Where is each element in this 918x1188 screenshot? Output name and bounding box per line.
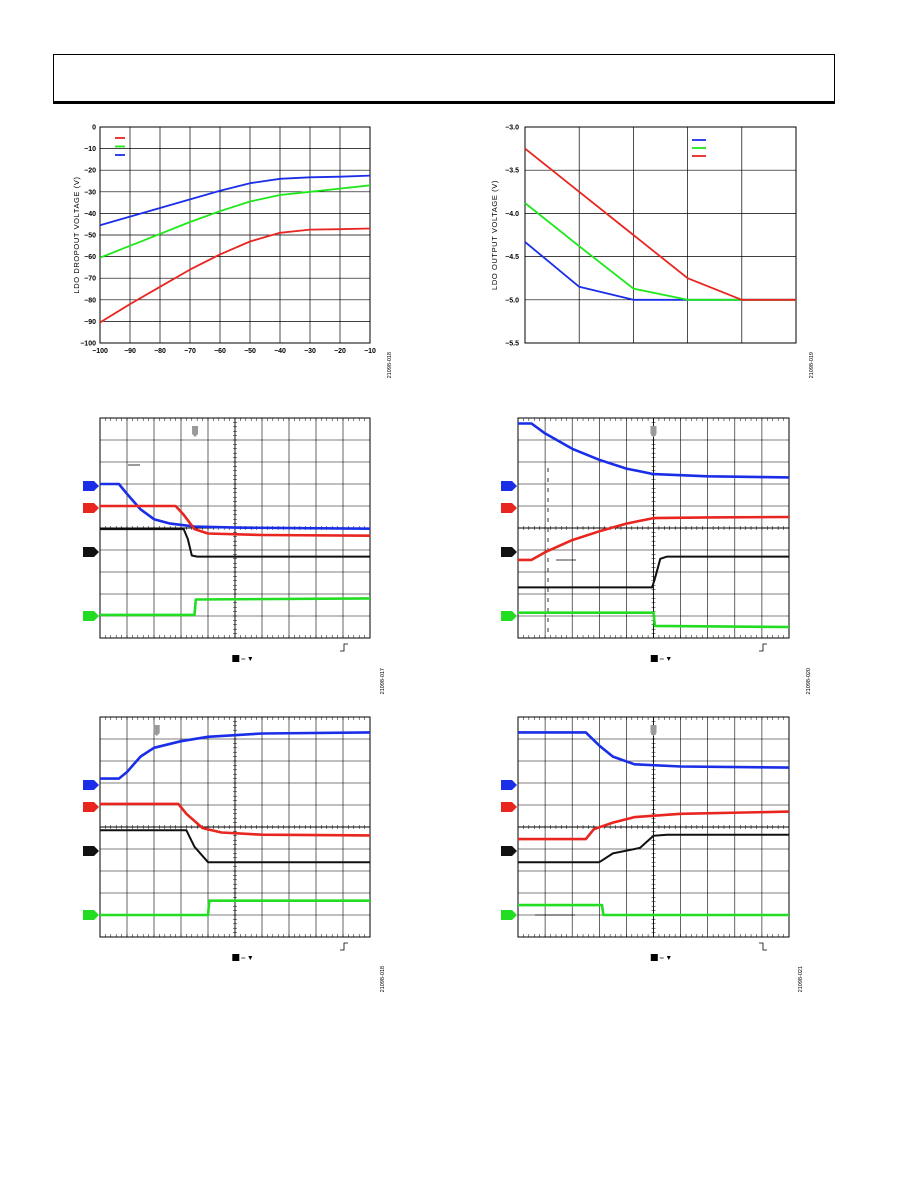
channel-marker-arrow xyxy=(83,802,99,812)
x-tick-label: −20 xyxy=(334,348,346,355)
channel-marker-arrow xyxy=(501,481,517,491)
trigger-down-icon xyxy=(666,657,671,661)
y-tick-label: −10 xyxy=(84,146,96,153)
trigger-position-marker xyxy=(650,426,657,437)
scope-trace xyxy=(518,731,790,769)
scope-trace xyxy=(100,829,370,864)
y-tick-label: −80 xyxy=(84,297,96,304)
run-state-icon xyxy=(650,655,658,662)
scope-trace xyxy=(518,611,790,629)
y-tick-label: −4.0 xyxy=(505,211,519,218)
scope-frame xyxy=(99,716,371,938)
y-axis-label: LDO DROPOUT VOLTAGE (V) xyxy=(72,176,81,293)
trigger-down-icon xyxy=(248,657,253,661)
scope-trace xyxy=(518,555,789,589)
figure-code: 21098-020 xyxy=(806,668,812,694)
figure-code: 21098-019 xyxy=(809,352,815,378)
x-tick-label: −80 xyxy=(154,348,166,355)
scope-trace xyxy=(518,422,790,479)
trigger-position-marker xyxy=(192,426,199,437)
run-state-icon xyxy=(650,954,658,961)
channel-marker-arrow xyxy=(501,547,517,557)
y-tick-label: −3.0 xyxy=(505,125,519,132)
channel-marker-arrow xyxy=(501,910,517,920)
x-tick-label: −50 xyxy=(244,348,256,355)
plot-frame xyxy=(524,126,797,344)
trigger-edge-icon xyxy=(759,643,767,652)
scope-trace xyxy=(100,731,371,780)
scope-trace xyxy=(518,810,790,841)
channel-marker-arrow xyxy=(501,802,517,812)
scope-trace xyxy=(100,504,371,537)
page-header-box xyxy=(53,54,835,102)
y-tick-label: −70 xyxy=(84,276,96,283)
scope-trace xyxy=(100,597,371,617)
plot-frame xyxy=(99,126,371,344)
trigger-edge-icon xyxy=(759,942,767,951)
trigger-down-icon xyxy=(666,956,671,960)
channel-marker-arrow xyxy=(83,780,99,790)
scope-frame xyxy=(517,417,790,639)
series-line xyxy=(524,147,796,301)
channel-marker-arrow xyxy=(83,503,99,513)
y-tick-label: −5.5 xyxy=(505,341,519,348)
y-tick-label: −90 xyxy=(84,319,96,326)
y-tick-label: 0 xyxy=(92,125,96,132)
channel-marker-arrow xyxy=(83,547,99,557)
y-tick-label: −60 xyxy=(84,254,96,261)
x-tick-label: −40 xyxy=(274,348,286,355)
y-tick-label: −5.0 xyxy=(505,297,519,304)
x-tick-label: −10 xyxy=(364,348,376,355)
x-tick-label: −60 xyxy=(214,348,226,355)
y-axis-label: LDO OUTPUT VOLTAGE (V) xyxy=(490,180,499,290)
run-state-icon xyxy=(232,954,240,961)
scope-trace xyxy=(518,903,789,917)
trigger-edge-icon xyxy=(340,643,348,652)
channel-marker-arrow xyxy=(83,481,99,491)
scope-trace xyxy=(100,802,371,837)
scope-trace xyxy=(518,515,790,562)
channel-marker-arrow xyxy=(501,846,517,856)
x-tick-label: −70 xyxy=(184,348,196,355)
y-tick-label: −4.5 xyxy=(505,254,519,261)
trigger-position-marker xyxy=(153,725,160,736)
trigger-position-marker xyxy=(650,725,657,736)
x-tick-label: −100 xyxy=(92,348,108,355)
channel-marker-arrow xyxy=(501,611,517,621)
series-line xyxy=(524,202,796,301)
series-line xyxy=(99,174,371,227)
y-tick-label: −30 xyxy=(84,189,96,196)
trigger-edge-icon xyxy=(340,942,348,951)
channel-marker-arrow xyxy=(501,780,517,790)
y-tick-label: −20 xyxy=(84,168,96,175)
run-state-icon xyxy=(232,655,240,662)
y-tick-label: −3.5 xyxy=(505,168,519,175)
scope-trace xyxy=(100,482,371,530)
y-tick-label: −50 xyxy=(84,233,96,240)
trigger-down-icon xyxy=(248,956,253,960)
channel-marker-arrow xyxy=(83,846,99,856)
x-tick-label: −90 xyxy=(124,348,136,355)
scope-trace xyxy=(100,528,370,558)
figure-code: 21098-018 xyxy=(380,966,386,992)
series-line xyxy=(99,227,371,324)
channel-marker-arrow xyxy=(501,503,517,513)
page-header-rule xyxy=(53,102,835,104)
scope-trace xyxy=(518,833,789,864)
figure-code: 21098-018 xyxy=(387,352,393,378)
scope-trace xyxy=(100,899,370,917)
series-line xyxy=(99,184,371,259)
channel-marker-arrow xyxy=(83,910,99,920)
scope-frame xyxy=(517,716,790,938)
figure-code: 21098-017 xyxy=(380,668,386,694)
y-tick-label: −40 xyxy=(84,211,96,218)
channel-marker-arrow xyxy=(83,611,99,621)
series-line xyxy=(524,241,796,301)
y-tick-label: −100 xyxy=(80,341,96,348)
x-tick-label: −30 xyxy=(304,348,316,355)
figure-code: 21098-021 xyxy=(798,966,804,992)
